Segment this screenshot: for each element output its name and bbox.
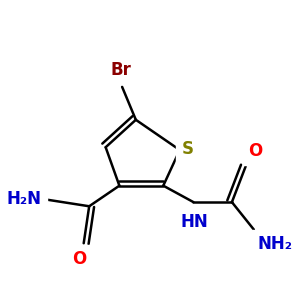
Text: H₂N: H₂N bbox=[6, 190, 41, 208]
Text: S: S bbox=[182, 140, 194, 158]
Text: O: O bbox=[73, 250, 87, 268]
Text: Br: Br bbox=[110, 61, 131, 79]
Text: HN: HN bbox=[181, 213, 209, 231]
Text: NH₂: NH₂ bbox=[258, 235, 293, 253]
Text: O: O bbox=[248, 142, 262, 160]
